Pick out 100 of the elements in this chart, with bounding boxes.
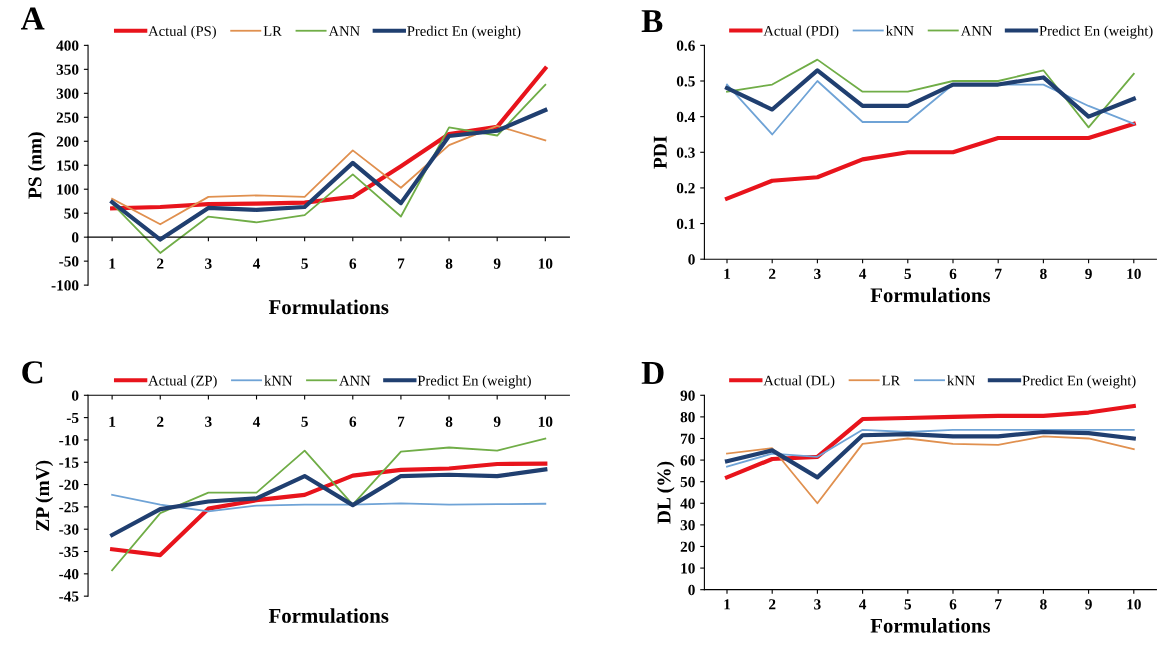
y-tick-label: -35 bbox=[59, 546, 79, 557]
y-tick-label: 0 bbox=[71, 232, 79, 243]
y-tick-label: -5 bbox=[66, 412, 79, 424]
x-tick-label: 5 bbox=[301, 416, 308, 427]
line-series bbox=[724, 403, 1136, 480]
x-tick-label: 3 bbox=[205, 416, 212, 427]
x-tick-label: 10 bbox=[538, 258, 553, 269]
x-tick-label: 10 bbox=[1127, 268, 1141, 279]
x-tick-label: 4 bbox=[858, 599, 867, 610]
x-tick-label: 10 bbox=[538, 416, 553, 427]
x-tick-label: 7 bbox=[397, 416, 405, 427]
x-tick-label: 2 bbox=[769, 599, 776, 610]
x-tick-label: 2 bbox=[157, 258, 164, 269]
y-tick-label: 0.5 bbox=[676, 76, 695, 87]
y-tick-label: 150 bbox=[57, 160, 79, 171]
x-tick-label: 9 bbox=[493, 258, 501, 269]
y-tick-label: 0 bbox=[688, 254, 695, 265]
x-tick-label: 7 bbox=[397, 258, 405, 269]
x-tick-label: 9 bbox=[1085, 599, 1092, 610]
x-tick-label: 9 bbox=[1085, 268, 1092, 279]
line-series bbox=[724, 68, 1136, 119]
line-series bbox=[726, 435, 1135, 505]
x-tick-label: 1 bbox=[724, 599, 731, 610]
legend-label: Predict En (weight) bbox=[1022, 375, 1136, 389]
line-series bbox=[110, 108, 548, 242]
y-tick-label: 40 bbox=[680, 498, 695, 509]
y-tick-label: -25 bbox=[59, 502, 79, 513]
x-tick-label: 4 bbox=[858, 268, 867, 279]
legend-label: LR bbox=[882, 375, 901, 386]
y-tick-label: 0 bbox=[71, 390, 79, 401]
y-tick-label: -100 bbox=[51, 280, 79, 291]
line-series bbox=[111, 437, 547, 572]
line-series bbox=[110, 461, 548, 558]
x-tick-label: 1 bbox=[724, 268, 731, 279]
y-tick-label: 50 bbox=[64, 208, 79, 219]
x-tick-label: 3 bbox=[814, 599, 821, 610]
legend-label: kNN bbox=[885, 25, 914, 36]
y-tick-label: -20 bbox=[59, 479, 79, 491]
y-tick-label: 250 bbox=[56, 112, 79, 123]
legend-label: Actual (DL) bbox=[763, 375, 835, 389]
y-tick-label: 60 bbox=[680, 455, 695, 466]
y-tick-label: -15 bbox=[59, 457, 79, 468]
x-axis-title: Formulations bbox=[870, 618, 991, 633]
y-tick-label: 0.1 bbox=[676, 218, 695, 230]
y-tick-label: 50 bbox=[680, 476, 695, 488]
line-series bbox=[724, 429, 1136, 480]
x-tick-label: 3 bbox=[814, 268, 821, 279]
line-series bbox=[726, 428, 1135, 468]
line-series bbox=[110, 467, 548, 538]
y-tick-label: -40 bbox=[59, 568, 79, 580]
y-tick-label: -30 bbox=[59, 524, 79, 535]
y-tick-label: 0 bbox=[688, 584, 695, 596]
chart-title: A bbox=[20, 7, 45, 30]
y-tick-label: 400 bbox=[56, 40, 79, 51]
y-axis-title: PDI bbox=[653, 136, 667, 169]
x-tick-label: 8 bbox=[445, 258, 453, 269]
legend-label: Predict En (weight) bbox=[407, 25, 521, 40]
y-tick-label: 90 bbox=[680, 390, 695, 401]
y-tick-label: 350 bbox=[56, 64, 79, 75]
legend-label: kNN bbox=[264, 375, 293, 386]
x-tick-label: 3 bbox=[205, 258, 212, 269]
y-tick-label: 0.4 bbox=[676, 111, 696, 123]
x-tick-label: 4 bbox=[252, 258, 261, 269]
x-tick-label: 5 bbox=[904, 268, 912, 279]
x-tick-label: 1 bbox=[109, 258, 116, 269]
chart-title: B bbox=[641, 10, 663, 33]
legend-label: Predict En (weight) bbox=[1039, 25, 1153, 39]
y-tick-label: 70 bbox=[680, 433, 695, 444]
y-tick-label: 300 bbox=[56, 88, 79, 99]
x-tick-label: 8 bbox=[1040, 268, 1047, 279]
x-tick-label: 4 bbox=[252, 416, 261, 427]
y-tick-label: 0.6 bbox=[676, 40, 695, 51]
legend-label: Actual (PS) bbox=[148, 25, 216, 39]
line-series bbox=[726, 58, 1135, 129]
x-axis-title: Formulations bbox=[870, 287, 991, 303]
x-axis-title: Formulations bbox=[268, 299, 389, 315]
chart-title: D bbox=[641, 362, 664, 384]
y-tick-label: -45 bbox=[59, 591, 79, 602]
x-tick-label: 6 bbox=[949, 599, 957, 610]
y-tick-label: 0.2 bbox=[676, 183, 695, 194]
y-tick-label: -10 bbox=[59, 435, 79, 446]
legend-label: ANN bbox=[960, 25, 992, 36]
legend-label: ANN bbox=[339, 375, 371, 386]
legend-label: Actual (PDI) bbox=[763, 25, 839, 39]
line-series bbox=[111, 125, 547, 226]
x-tick-label: 2 bbox=[769, 268, 776, 279]
x-tick-label: 2 bbox=[157, 416, 164, 427]
y-tick-label: 0.3 bbox=[676, 147, 695, 158]
y-axis-title: ZP (mV) bbox=[35, 460, 54, 531]
y-tick-label: 200 bbox=[56, 136, 79, 147]
y-tick-label: 80 bbox=[680, 412, 695, 423]
x-tick-label: 6 bbox=[349, 416, 357, 427]
legend-label: Actual (ZP) bbox=[148, 375, 217, 389]
line-series bbox=[111, 493, 547, 513]
x-tick-label: 7 bbox=[995, 599, 1002, 610]
y-tick-label: 100 bbox=[57, 184, 79, 195]
x-tick-label: 6 bbox=[949, 268, 957, 279]
y-tick-label: 20 bbox=[680, 541, 695, 552]
y-tick-label: 10 bbox=[681, 563, 695, 574]
x-tick-label: 10 bbox=[1127, 599, 1141, 610]
